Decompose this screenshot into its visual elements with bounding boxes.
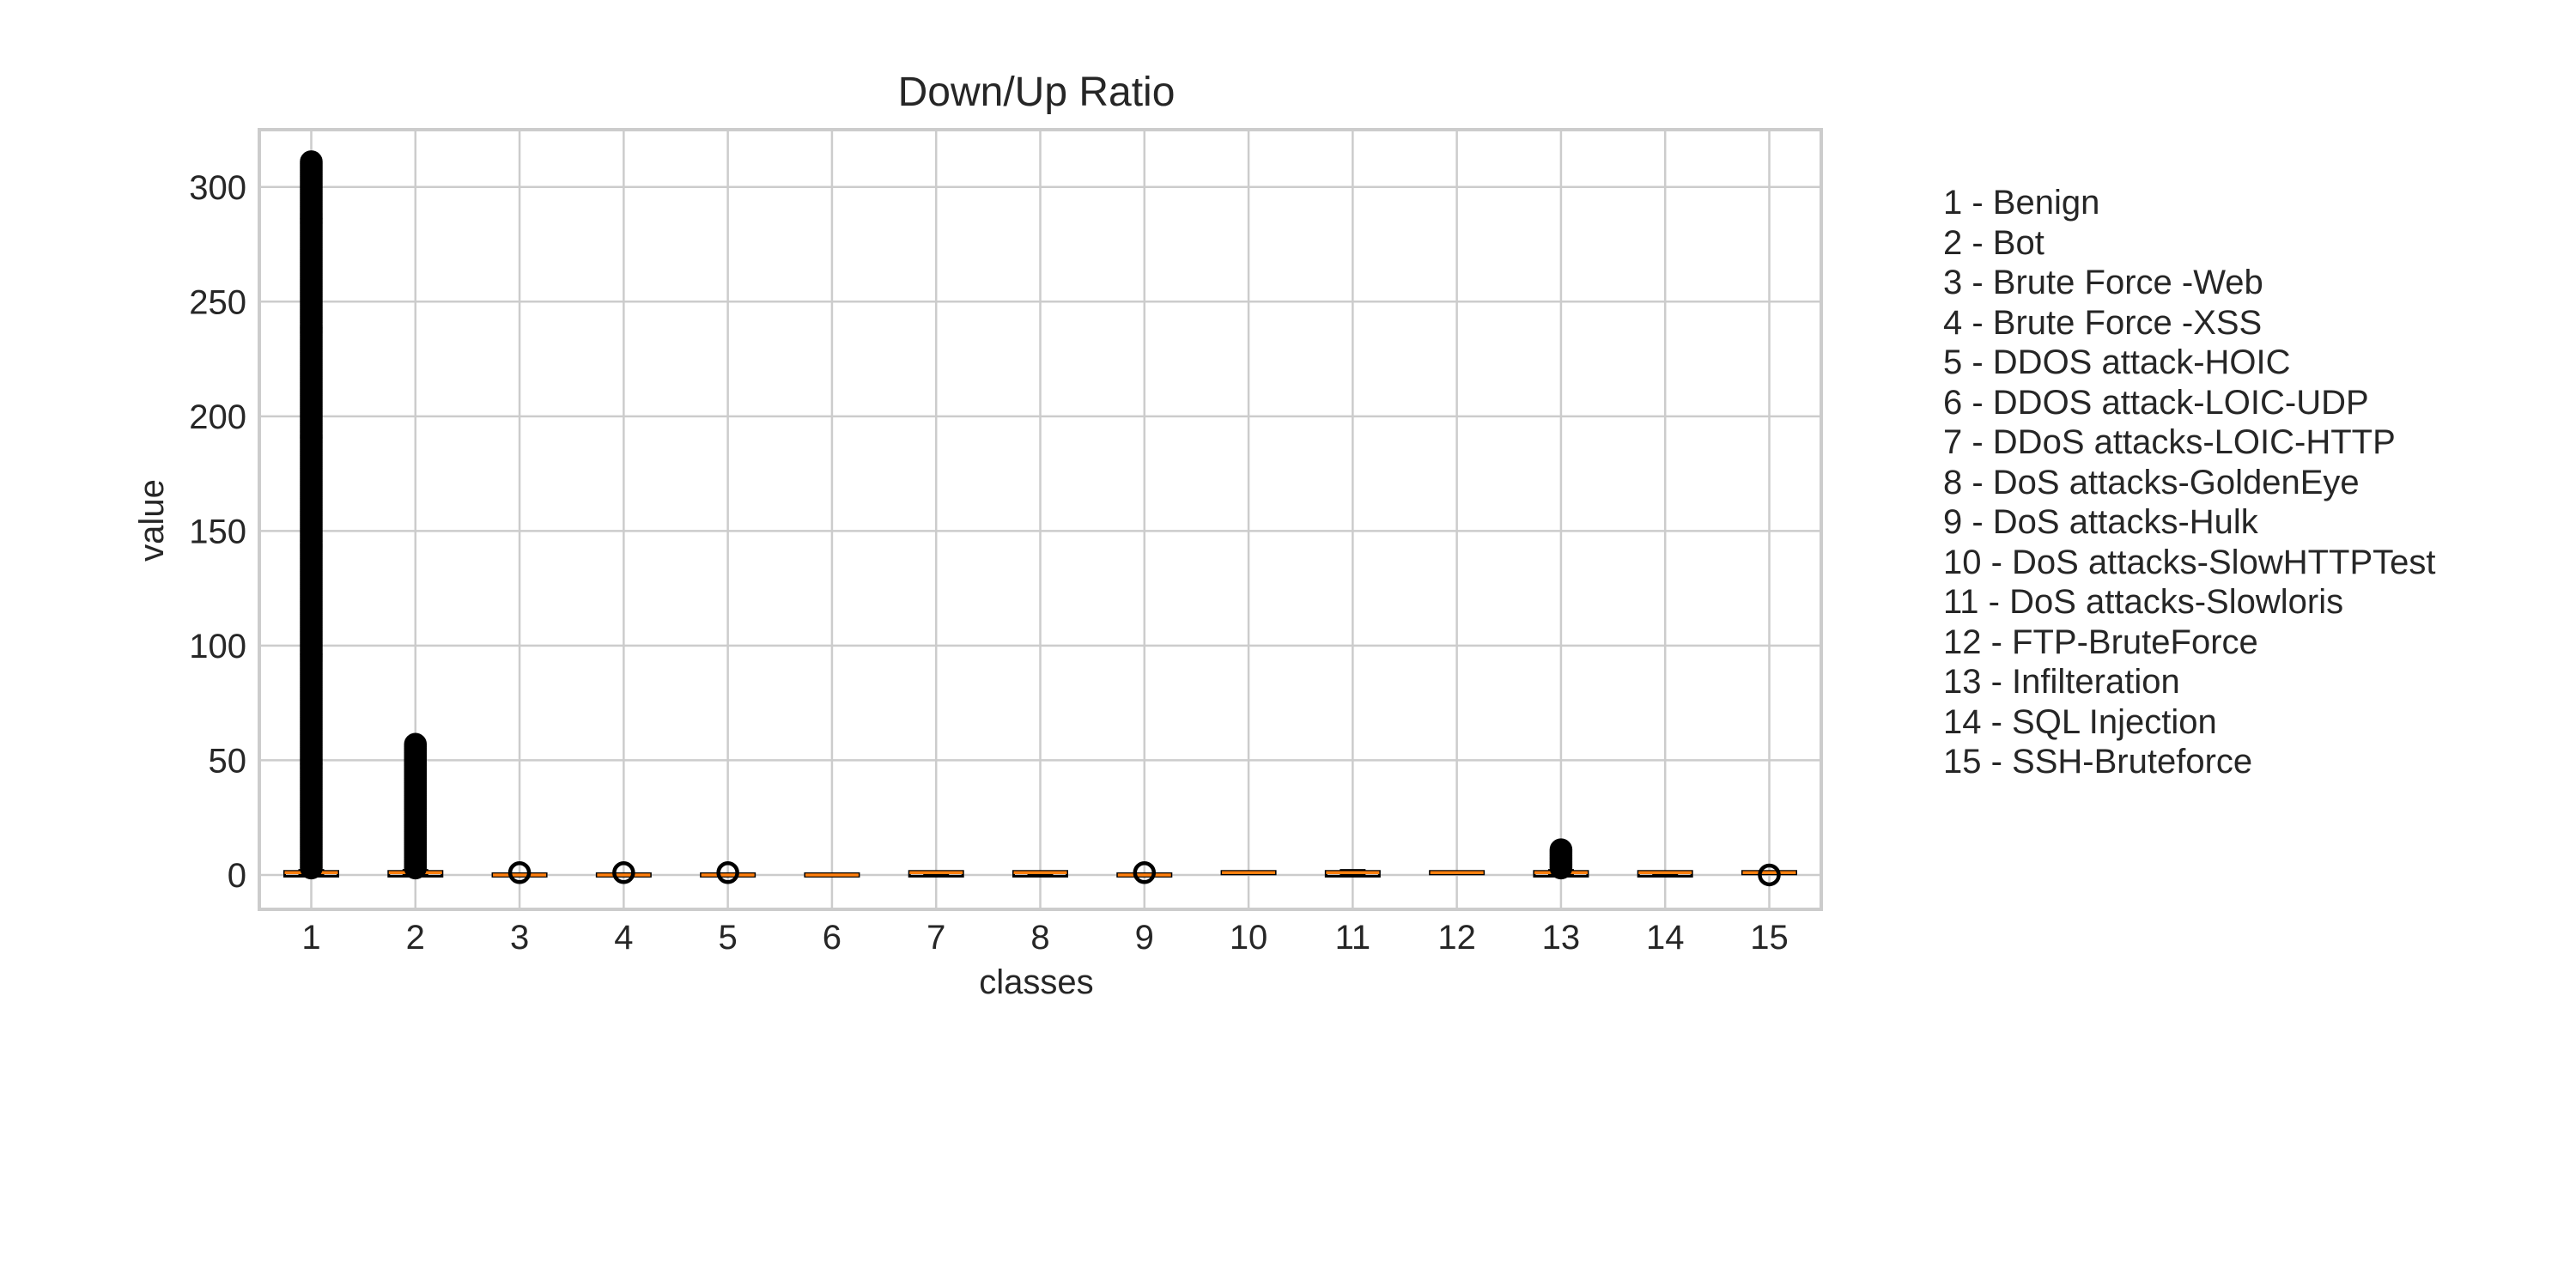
y-tick-label: 250	[189, 283, 246, 321]
legend-item: 8 - DoS attacks-GoldenEye	[1943, 463, 2360, 501]
x-tick-label: 5	[719, 919, 738, 957]
x-tick-label: 15	[1750, 919, 1789, 957]
y-tick-label: 300	[189, 169, 246, 207]
x-tick-label: 11	[1335, 919, 1371, 957]
legend-item: 9 - DoS attacks-Hulk	[1943, 503, 2258, 541]
x-tick-label: 2	[406, 919, 425, 957]
x-tick-label: 10	[1230, 919, 1268, 957]
legend-item: 3 - Brute Force -Web	[1943, 264, 2263, 301]
chart-title: Down/Up Ratio	[898, 70, 1176, 115]
x-tick-label: 4	[614, 919, 633, 957]
outlier-point	[404, 732, 428, 756]
legend-item: 10 - DoS attacks-SlowHTTPTest	[1943, 543, 2436, 581]
y-tick-label: 100	[189, 628, 246, 665]
legend-item: 4 - Brute Force -XSS	[1943, 303, 2263, 342]
y-tick-label: 50	[209, 742, 247, 780]
legend-item: 1 - Benign	[1943, 184, 2100, 222]
boxplot-series	[283, 150, 1797, 887]
grid-lines	[259, 130, 1821, 909]
legend-item: 11 - DoS attacks-Slowloris	[1943, 583, 2344, 621]
outlier-point	[612, 861, 635, 884]
x-tick-label: 6	[823, 919, 841, 957]
legend-item: 14 - SQL Injection	[1943, 702, 2217, 741]
outlier-point	[1549, 838, 1573, 861]
x-tick-label: 1	[301, 919, 320, 957]
x-tick-label: 7	[927, 919, 945, 957]
class-legend: 1 - Benign 2 - Bot 3 - Brute Force -Web …	[1943, 183, 2436, 782]
x-tick-label: 9	[1135, 919, 1154, 957]
x-tick-label: 3	[510, 919, 529, 957]
legend-item: 2 - Bot	[1943, 223, 2044, 262]
outlier-point	[1133, 861, 1157, 884]
outlier-point	[1758, 863, 1781, 887]
legend-item: 13 - Infilteration	[1943, 663, 2180, 701]
legend-item: 15 - SSH-Bruteforce	[1943, 743, 2253, 781]
x-axis-label: classes	[979, 963, 1093, 1001]
outlier-point	[507, 861, 532, 884]
x-tick-label: 13	[1542, 919, 1581, 957]
legend-item: 5 - DDOS attack-HOIC	[1943, 343, 2291, 381]
x-tick-label: 12	[1437, 919, 1476, 957]
y-axis-label: value	[133, 479, 171, 562]
y-tick-label: 200	[189, 398, 246, 436]
y-tick-label: 150	[189, 513, 246, 550]
y-tick-label: 0	[228, 857, 246, 895]
outlier-point	[716, 861, 739, 884]
x-tick-label: 8	[1030, 919, 1049, 957]
legend-item: 7 - DDoS attacks-LOIC-HTTP	[1943, 423, 2396, 461]
legend-item: 12 - FTP-BruteForce	[1943, 623, 2258, 661]
legend-item: 6 - DDOS attack-LOIC-UDP	[1943, 383, 2369, 422]
plot-area-frame	[258, 128, 1823, 911]
outlier-point	[300, 150, 323, 173]
x-tick-label: 14	[1646, 919, 1685, 957]
